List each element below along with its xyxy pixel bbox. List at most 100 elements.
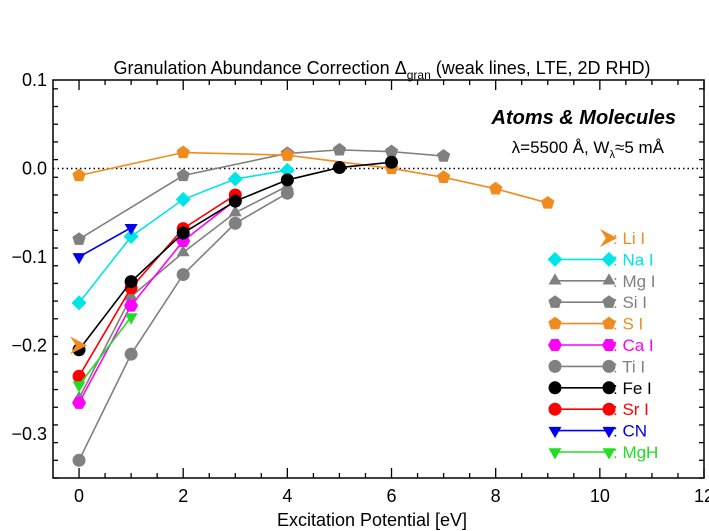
point-si-i-4 (384, 144, 399, 158)
x-axis-title: Excitation Potential [eV] (277, 510, 467, 530)
legend-entry-sr-i: : Sr I (548, 400, 649, 419)
legend-entry-si-i: : Si I (548, 293, 647, 312)
point-fe-i-4 (280, 173, 294, 187)
legend-marker-start-mgh (548, 448, 562, 460)
series-line-mgh (78, 316, 132, 386)
legend-marker-start-sr-i (548, 402, 562, 416)
legend-marker-end-s-i (602, 316, 616, 330)
point-na-i-0 (71, 295, 87, 311)
series-line-mg-i (78, 185, 288, 399)
series-line-ca-i (78, 199, 236, 404)
legend-label-na-i: : Na I (613, 250, 654, 269)
point-na-i-4 (279, 162, 295, 178)
legend-label-ti-i: : Ti I (613, 357, 645, 376)
y-tick-label: −0.2 (11, 335, 47, 355)
legend-marker-start-ti-i (548, 359, 562, 373)
x-tick-label: 2 (178, 486, 188, 506)
point-sr-i-0 (72, 369, 86, 383)
legend-marker-start-na-i (547, 251, 563, 267)
point-ca-i-0 (72, 396, 87, 409)
point-s-i-6 (541, 195, 555, 209)
series-line-sr-i (78, 194, 236, 377)
series-line-cn (78, 227, 132, 258)
legend-marker-end-cn (602, 426, 616, 439)
legend: : Li I : Na I : Mg I : Si I : S I : Ca I : Ti … (547, 229, 658, 462)
legend-label-s-i: : S I (613, 315, 643, 334)
point-li-i-0 (70, 336, 88, 355)
point-s-i-0 (72, 168, 86, 182)
point-fe-i-2 (176, 226, 190, 240)
tick-labels: 0 2 4 6 8 10 12 0.1 0.0 −0.1 −0.2 −0.3 (11, 70, 709, 506)
legend-label-mgh: : MgH (613, 443, 658, 462)
annotation-sub: λ=5500 Å, Wλ≈5 mÅ (512, 138, 665, 161)
series-si-i (72, 142, 451, 245)
point-ca-i-1 (124, 299, 139, 312)
x-tick-label: 12 (694, 486, 709, 506)
point-cn-1 (124, 223, 138, 236)
series-ti-i (72, 186, 294, 467)
legend-marker-end-na-i (601, 251, 617, 267)
annotation-main: Atoms & Molecules (491, 107, 676, 129)
legend-label-fe-i: : Fe I (613, 379, 652, 398)
x-tick-label: 6 (387, 486, 397, 506)
legend-marker-start-s-i (548, 316, 562, 330)
legend-marker-end-si-i (602, 295, 616, 308)
legend-entry-li-i: : Li I (600, 229, 645, 248)
legend-marker-li-i (600, 229, 618, 247)
legend-marker-start-mg-i (548, 273, 562, 285)
point-s-i-5 (489, 181, 503, 195)
point-ti-i-2 (176, 268, 190, 282)
legend-marker-end-mg-i (602, 273, 616, 285)
point-ti-i-4 (280, 186, 294, 200)
legend-marker-end-fe-i (602, 381, 616, 395)
legend-entry-cn: : CN (548, 422, 647, 441)
legend-label-ca-i: : Ca I (613, 336, 654, 355)
point-s-i-1 (176, 145, 190, 159)
point-fe-i-6 (385, 155, 399, 169)
point-mg-i-2 (176, 244, 190, 257)
legend-label-sr-i: : Sr I (613, 400, 649, 419)
point-mg-i-3 (228, 205, 242, 217)
point-s-i-2 (280, 148, 295, 161)
chart-title: Granulation Abundance Correction Δgran (… (114, 58, 651, 82)
y-tick-label: −0.3 (11, 424, 47, 444)
legend-entry-mgh: : MgH (548, 443, 658, 462)
legend-entry-s-i: : S I (548, 315, 643, 334)
legend-entry-ca-i: : Ca I (548, 336, 654, 355)
point-fe-i-1 (124, 275, 138, 289)
series-line-si-i (78, 149, 444, 240)
x-tick-label: 0 (74, 486, 84, 506)
legend-label-si-i: : Si I (613, 293, 647, 312)
point-na-i-3 (227, 171, 243, 187)
y-tick-label: −0.1 (11, 247, 47, 267)
series-li-i (70, 336, 88, 355)
legend-marker-start-cn (548, 426, 562, 439)
point-s-i-4 (436, 170, 451, 183)
point-fe-i-5 (332, 161, 346, 175)
legend-entry-fe-i: : Fe I (548, 379, 652, 398)
y-tick-label: 0.1 (22, 70, 47, 90)
point-si-i-0 (72, 232, 86, 245)
point-ti-i-3 (228, 216, 242, 230)
point-mgh-1 (124, 313, 138, 325)
x-tick-label: 4 (282, 486, 292, 506)
legend-marker-end-ti-i (602, 359, 616, 373)
plot-frame (52, 79, 705, 479)
point-cn-0 (72, 253, 86, 265)
series-cn (72, 223, 138, 265)
point-si-i-1 (176, 168, 190, 182)
point-na-i-1 (123, 229, 139, 245)
x-tick-label: 10 (590, 486, 610, 506)
legend-label-mg-i: : Mg I (613, 272, 656, 291)
point-fe-i-3 (228, 194, 242, 208)
point-ti-i-0 (72, 453, 86, 467)
point-mg-i-1 (124, 289, 138, 301)
legend-marker-start-si-i (548, 295, 562, 308)
legend-marker-end-ca-i (602, 338, 616, 352)
axes-layer (52, 79, 705, 479)
legend-label-li-i: : Li I (613, 229, 645, 248)
point-si-i-5 (436, 149, 451, 162)
legend-marker-end-sr-i (602, 402, 616, 416)
point-ti-i-1 (124, 347, 138, 361)
